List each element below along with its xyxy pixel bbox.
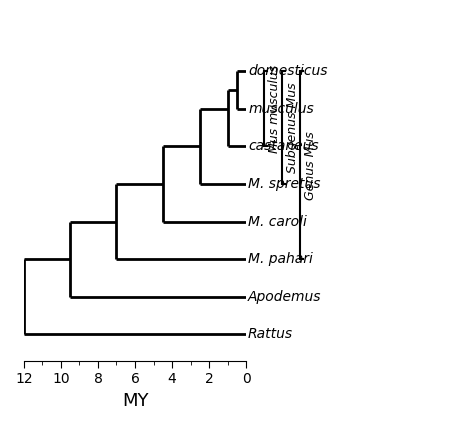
Text: M. spretus: M. spretus xyxy=(248,177,320,191)
Text: Subgenus Mus: Subgenus Mus xyxy=(286,82,299,173)
Text: M. caroli: M. caroli xyxy=(248,215,307,229)
Text: Genus Mus: Genus Mus xyxy=(304,131,317,200)
Text: castaneus: castaneus xyxy=(248,139,319,153)
X-axis label: MY: MY xyxy=(122,392,148,410)
Text: musculus: musculus xyxy=(248,102,314,116)
Text: Apodemus: Apodemus xyxy=(248,290,321,304)
Text: Rattus: Rattus xyxy=(248,327,293,341)
Text: M. pahari: M. pahari xyxy=(248,252,313,266)
Text: domesticus: domesticus xyxy=(248,64,328,78)
Text: Mus musculus: Mus musculus xyxy=(268,65,282,153)
